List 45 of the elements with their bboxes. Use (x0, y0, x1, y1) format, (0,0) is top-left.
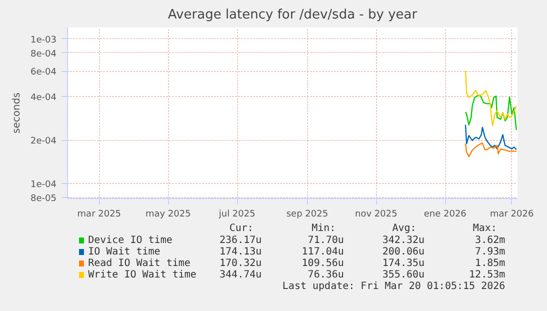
line-series (464, 70, 517, 126)
text: Avg: (392, 223, 416, 234)
text: Max: (472, 223, 497, 234)
legend-label: Write IO Wait time (88, 270, 196, 280)
y-tick-label: 8e-05 (30, 194, 57, 204)
text: 71.70u (308, 235, 344, 246)
legend-label: IO Wait time (88, 246, 160, 258)
text: 344.74u (220, 270, 262, 280)
text: 117.04u (302, 246, 344, 258)
x-tick-label: jul 2025 (218, 210, 256, 220)
x-tick-label: mar 2025 (77, 210, 122, 220)
text: 76.36u (308, 270, 344, 280)
x-tick-label: may 2025 (145, 210, 191, 220)
text: 170.32u (220, 258, 262, 269)
y-tick-label: 6e-04 (30, 68, 57, 78)
text: 342.32u (382, 235, 425, 246)
text: Cur: (229, 223, 254, 234)
text: 355.60u (382, 270, 425, 280)
x-tick-label: ene 2026 (424, 210, 467, 220)
chart-title: Average latency for /dev/sda - by year (168, 8, 418, 22)
x-tick-label: sep 2025 (286, 210, 328, 220)
x-tick-label: mar 2026 (490, 210, 534, 220)
text: 7.93m (475, 246, 506, 258)
text: Last update: Fri Mar 20 01:05:15 2026 (282, 281, 506, 292)
text: 12.53m (469, 270, 506, 280)
y-tick-label: 1e-03 (30, 35, 57, 46)
legend-label: Device IO time (88, 235, 172, 246)
y-tick-label: 8e-04 (30, 49, 57, 60)
text: 3.62m (475, 235, 506, 246)
y-tick-label: 1e-04 (30, 180, 57, 190)
line-series (464, 94, 517, 131)
line-series (464, 124, 517, 150)
y-tick-label: 4e-04 (30, 93, 57, 104)
y-tick-label: 2e-04 (30, 136, 57, 147)
text: 236.17u (220, 235, 262, 246)
text: 1.85m (475, 258, 506, 269)
y-axis-title: seconds (12, 92, 23, 134)
line-series (464, 142, 517, 158)
legend-label: Read IO Wait time (88, 258, 190, 269)
text: 174.35u (382, 258, 425, 269)
text: 174.13u (220, 246, 262, 258)
text: 109.56u (302, 258, 344, 269)
text: 200.06u (382, 246, 425, 258)
text: Min: (312, 223, 336, 234)
x-tick-label: nov 2025 (355, 210, 398, 220)
